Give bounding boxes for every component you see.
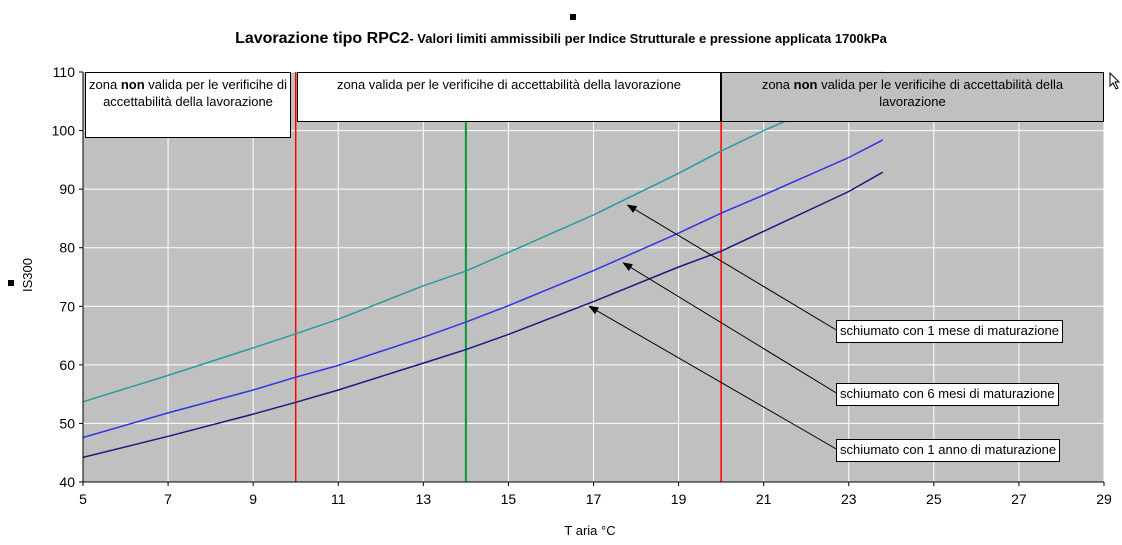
selection-handle-left[interactable]	[8, 280, 14, 286]
y-tick-label: 60	[59, 357, 75, 373]
y-tick-label: 100	[52, 123, 76, 139]
annotation-arrow-2	[588, 305, 839, 451]
series-line-2	[82, 171, 884, 459]
callout-1-mese: schiumato con 1 mese di maturazione	[836, 320, 1063, 343]
series-line-1	[82, 139, 884, 439]
y-axis-label: IS300	[20, 258, 35, 292]
zone-box-right: zona non valida per le verificihe di acc…	[721, 72, 1104, 122]
mouse-pointer-icon	[1109, 72, 1121, 90]
x-tick-label: 21	[756, 491, 772, 507]
callout-1-anno: schiumato con 1 anno di maturazione	[836, 439, 1061, 462]
x-tick-label: 23	[841, 491, 857, 507]
x-tick-label: 29	[1096, 491, 1112, 507]
x-tick-label: 19	[671, 491, 687, 507]
chart-title-sub: - Valori limiti ammissibili per Indice S…	[409, 31, 887, 46]
x-tick-label: 5	[79, 491, 87, 507]
chart-title: Lavorazione tipo RPC2- Valori limiti amm…	[0, 30, 1122, 48]
x-tick-label: 17	[586, 491, 602, 507]
x-tick-label: 7	[164, 491, 172, 507]
x-axis-label: T aria °C	[564, 523, 615, 538]
y-tick-label: 110	[53, 64, 76, 80]
x-tick-label: 15	[501, 491, 517, 507]
y-tick-label: 40	[59, 474, 75, 490]
x-tick-label: 9	[249, 491, 257, 507]
selection-handle-top[interactable]	[570, 14, 576, 20]
x-tick-label: 27	[1011, 491, 1027, 507]
annotation-arrow-1	[622, 262, 839, 395]
y-tick-label: 50	[59, 415, 75, 431]
zone-box-center: zona valida per le verificihe di accetta…	[297, 72, 721, 122]
zone-box-left: zona non valida per le verificihe di acc…	[85, 72, 291, 138]
annotation-arrow-0	[626, 204, 839, 332]
y-tick-label: 80	[59, 240, 75, 256]
y-tick-label: 70	[59, 298, 75, 314]
chart-title-main: Lavorazione tipo RPC2	[235, 30, 410, 47]
y-tick-label: 90	[59, 181, 75, 197]
x-tick-label: 11	[331, 491, 346, 507]
callout-6-mesi: schiumato con 6 mesi di maturazione	[836, 383, 1059, 406]
x-tick-label: 13	[416, 491, 432, 507]
series-line-0	[82, 71, 884, 403]
x-tick-label: 25	[926, 491, 942, 507]
